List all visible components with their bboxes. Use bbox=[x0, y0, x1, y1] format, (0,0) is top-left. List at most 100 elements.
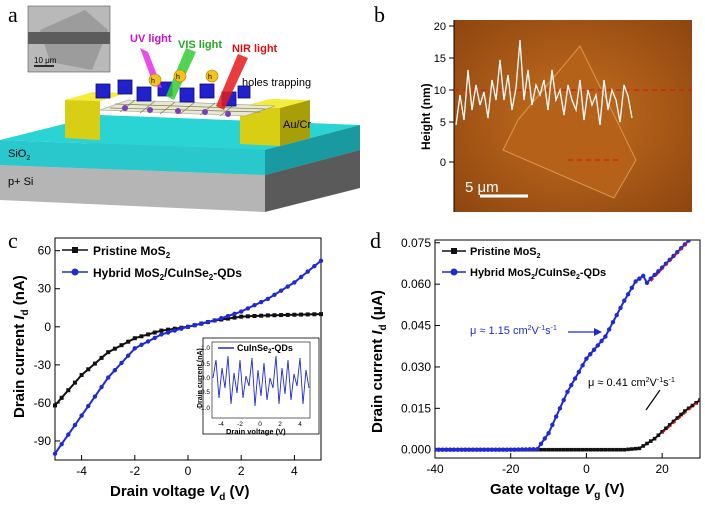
left-electrode-front bbox=[65, 100, 100, 140]
d-ytick-label: 0.075 bbox=[401, 236, 431, 250]
afm-scale-label: 5 μm bbox=[465, 179, 499, 196]
c-point bbox=[245, 314, 250, 319]
oxide-front bbox=[0, 140, 265, 175]
c-xtick-label: 4 bbox=[291, 464, 298, 478]
d-point bbox=[595, 343, 600, 348]
c-point bbox=[86, 403, 91, 409]
afm-flake bbox=[502, 45, 637, 199]
c-inset-xtick-label: 4 bbox=[298, 421, 302, 428]
d-point bbox=[675, 249, 680, 255]
d-xtick-label: -40 bbox=[426, 462, 444, 476]
c-point bbox=[278, 288, 284, 293]
d-point bbox=[584, 356, 589, 361]
c-ytick-label: 0 bbox=[44, 320, 51, 334]
d-point bbox=[516, 447, 521, 452]
d-point bbox=[459, 447, 464, 452]
c-point bbox=[112, 368, 118, 373]
d-point bbox=[599, 338, 604, 344]
c-point bbox=[292, 312, 297, 317]
c-xtick-label: 0 bbox=[185, 464, 192, 478]
nir-light-label: NIR light bbox=[232, 43, 278, 55]
d-point bbox=[603, 447, 608, 452]
c-point bbox=[252, 314, 257, 319]
c-point bbox=[192, 323, 197, 328]
c-point bbox=[52, 451, 58, 456]
c-point bbox=[92, 394, 98, 399]
d-point bbox=[553, 414, 559, 419]
vis-light-label: VIS light bbox=[178, 39, 222, 51]
d-point bbox=[667, 423, 672, 427]
d-ylabel: Drain current Id (μA) bbox=[369, 290, 389, 433]
c-inset-noise bbox=[212, 355, 310, 407]
d-point bbox=[436, 447, 441, 452]
d-point bbox=[580, 363, 585, 368]
panel-c: c 60 30 0 -30 -60 -90 -4 -2 0 2 4 Pristine MoS2 H… bbox=[0, 228, 345, 508]
d-point bbox=[625, 292, 631, 297]
c-point bbox=[279, 313, 284, 318]
d-point bbox=[546, 430, 551, 436]
c-point bbox=[99, 355, 104, 360]
holes-trapping-label: holes trapping bbox=[242, 77, 311, 89]
oxide-side bbox=[265, 125, 360, 175]
d-series-hybrid bbox=[435, 231, 698, 452]
d-point bbox=[637, 276, 642, 281]
d-point bbox=[633, 279, 638, 284]
d-point bbox=[466, 447, 472, 452]
d-point bbox=[686, 406, 691, 411]
d-point bbox=[664, 426, 668, 431]
d-point bbox=[565, 389, 570, 394]
c-point bbox=[239, 309, 244, 314]
hole-label-3: h bbox=[208, 74, 212, 81]
c-inset-xtick-label: 0 bbox=[258, 421, 262, 428]
c-legend: Pristine MoS2 Hybrid MoS2/CuInSe2-QDs bbox=[62, 244, 242, 282]
c-point bbox=[265, 313, 270, 318]
d-point bbox=[588, 352, 593, 357]
c-point bbox=[132, 336, 137, 341]
d-series-pristine bbox=[435, 398, 700, 452]
c-point bbox=[59, 441, 64, 447]
c-point bbox=[299, 312, 304, 317]
d-point bbox=[561, 397, 566, 403]
d-point bbox=[645, 441, 649, 446]
c-xtick-label: -2 bbox=[129, 464, 140, 478]
d-point bbox=[527, 447, 532, 452]
d-point bbox=[603, 334, 608, 339]
afm-ytick-label: 15 bbox=[434, 53, 446, 65]
c-point bbox=[66, 432, 71, 437]
c-legend-pristine: Pristine MoS2 bbox=[93, 244, 171, 260]
c-inset-ytick-label: -1.0 bbox=[199, 405, 211, 412]
d-mobility-pristine: μ ≈ 0.41 cm2V-1s-1 bbox=[588, 377, 675, 389]
c-point bbox=[265, 296, 270, 302]
c-point bbox=[319, 312, 323, 317]
hole-label-1: h bbox=[151, 78, 155, 85]
d-point bbox=[580, 447, 585, 452]
d-point bbox=[694, 231, 698, 235]
c-xlabel: Drain voltage Vd (V) bbox=[110, 483, 250, 503]
c-point bbox=[252, 303, 257, 308]
c-point bbox=[166, 327, 171, 332]
c-point bbox=[232, 315, 237, 320]
d-point bbox=[618, 305, 623, 311]
c-point bbox=[185, 324, 191, 329]
d-series-line bbox=[435, 240, 691, 451]
c-inset-legend: CuInSe2-QDs bbox=[237, 343, 293, 355]
afm-ytick-label: 5 bbox=[440, 117, 446, 129]
d-point bbox=[614, 447, 619, 452]
d-point bbox=[622, 298, 627, 303]
c-point bbox=[239, 314, 244, 319]
c-point bbox=[245, 306, 251, 311]
transfer-chart: 0.075 0.060 0.045 0.030 0.015 0.000 -40 -20 0 20… bbox=[369, 231, 701, 501]
d-point bbox=[531, 447, 536, 452]
electrode-label: Au/Cr bbox=[283, 119, 311, 131]
d-point bbox=[444, 447, 449, 452]
d-point bbox=[512, 447, 517, 452]
d-point bbox=[591, 347, 597, 353]
d-fit-pristine bbox=[661, 399, 700, 434]
c-point bbox=[305, 269, 310, 274]
d-point bbox=[463, 447, 468, 452]
d-point bbox=[474, 447, 479, 452]
d-point bbox=[595, 447, 600, 452]
quantum-dots bbox=[95, 79, 251, 107]
mos2-lattice bbox=[109, 99, 266, 117]
panel-b-letter: b bbox=[374, 2, 385, 27]
